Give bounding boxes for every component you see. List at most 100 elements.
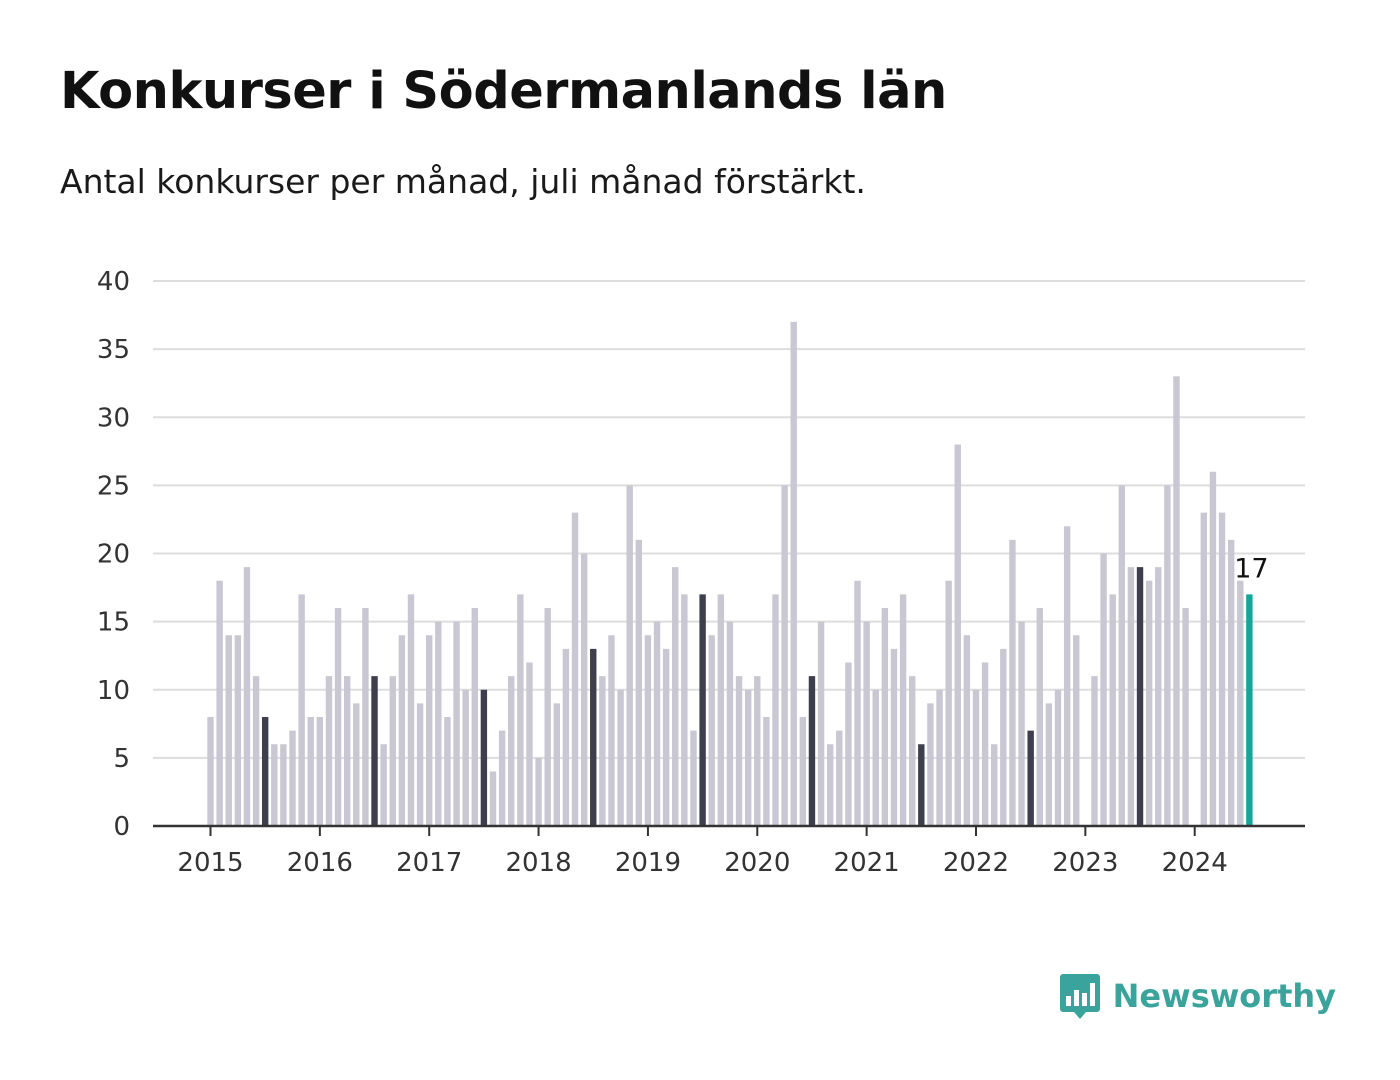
bar <box>744 689 752 826</box>
bar <box>234 635 242 826</box>
labels: 0 5 10 15 20 25 30 35 40 2015 2016 2017 2018 2019 2020… <box>97 267 1271 878</box>
bar-july <box>808 676 816 826</box>
chart-subtitle: Antal konkurser per månad, juli månad fö… <box>60 162 866 201</box>
bar <box>1054 689 1062 826</box>
bar <box>535 757 542 826</box>
bar <box>553 703 560 826</box>
bar <box>1182 608 1189 826</box>
bar <box>1109 594 1116 826</box>
bar <box>763 717 770 826</box>
bar <box>298 594 305 826</box>
chart-title: Konkurser i Södermanlands län <box>60 62 947 121</box>
bar <box>1018 621 1025 826</box>
y-tick-label: 5 <box>113 744 130 774</box>
x-tick-label: 2019 <box>615 848 681 878</box>
bar <box>1000 648 1007 826</box>
bar <box>826 744 834 826</box>
bar <box>945 580 952 826</box>
x-tick-label: 2018 <box>505 848 571 878</box>
bar-latest <box>1246 594 1253 826</box>
y-tick-label: 20 <box>97 540 130 570</box>
bar <box>909 676 916 826</box>
bar <box>380 744 387 826</box>
bar <box>1155 567 1162 826</box>
bar <box>453 621 460 826</box>
bar <box>444 717 451 826</box>
bar <box>316 717 324 826</box>
bar <box>562 648 570 826</box>
y-tick-label: 10 <box>97 676 130 706</box>
bar <box>972 689 980 826</box>
bar <box>854 580 861 826</box>
bar <box>353 703 360 826</box>
bar-july <box>371 676 378 826</box>
bar <box>936 689 943 826</box>
bar <box>243 567 251 826</box>
bar <box>271 744 278 826</box>
bar <box>1237 580 1244 826</box>
bar <box>735 676 743 826</box>
bar <box>881 608 889 826</box>
bar-july <box>1136 567 1144 826</box>
x-tick-label: 2024 <box>1162 848 1228 878</box>
bar <box>517 594 524 826</box>
x-tick-label: 2023 <box>1052 848 1118 878</box>
bar <box>498 730 506 826</box>
bar <box>1218 512 1226 826</box>
bar <box>1145 580 1153 826</box>
bar <box>790 321 797 826</box>
y-tick-label: 25 <box>97 471 130 501</box>
bar <box>653 621 661 826</box>
bar <box>927 703 934 826</box>
newsworthy-logo: Newsworthy <box>1059 972 1336 1020</box>
bar-july <box>261 717 269 826</box>
y-tick-label: 15 <box>97 608 130 638</box>
bar <box>252 676 260 826</box>
bar <box>462 689 469 826</box>
bar <box>544 608 551 826</box>
bar <box>1164 485 1171 826</box>
bar <box>863 621 870 826</box>
bar-july <box>918 744 925 826</box>
bar <box>334 608 342 826</box>
bar <box>899 594 907 826</box>
bar <box>963 635 971 826</box>
bar <box>307 717 314 826</box>
bar <box>1173 376 1180 826</box>
bar <box>635 539 643 826</box>
x-tick-label: 2020 <box>724 848 790 878</box>
bar <box>754 676 761 826</box>
bar <box>772 594 779 826</box>
bar <box>362 608 369 826</box>
bar <box>1045 703 1053 826</box>
bar <box>781 485 788 826</box>
bar <box>216 580 223 826</box>
bar <box>1209 471 1217 826</box>
bar <box>1091 676 1098 826</box>
brand-name: Newsworthy <box>1112 977 1336 1015</box>
bar <box>508 676 515 826</box>
y-tick-label: 30 <box>97 403 130 433</box>
bar <box>1073 635 1080 826</box>
x-tick-label: 2015 <box>177 848 243 878</box>
x-tick-label: 2016 <box>287 848 353 878</box>
y-tick-label: 0 <box>113 812 130 842</box>
y-tick-label: 40 <box>97 267 130 297</box>
bar <box>599 676 606 826</box>
bar <box>872 689 879 826</box>
bar <box>817 621 825 826</box>
bar-july <box>699 594 706 826</box>
bar <box>580 553 588 826</box>
bar <box>1036 608 1043 826</box>
bar <box>681 594 688 826</box>
x-tick-label: 2017 <box>396 848 462 878</box>
x-tick-label: 2022 <box>943 848 1009 878</box>
bar <box>526 662 533 826</box>
bar <box>407 594 415 826</box>
bar <box>717 594 725 826</box>
bar <box>1118 485 1125 826</box>
bar <box>991 744 998 826</box>
bar-july <box>480 689 488 826</box>
bar <box>981 662 989 826</box>
bar <box>435 621 442 826</box>
